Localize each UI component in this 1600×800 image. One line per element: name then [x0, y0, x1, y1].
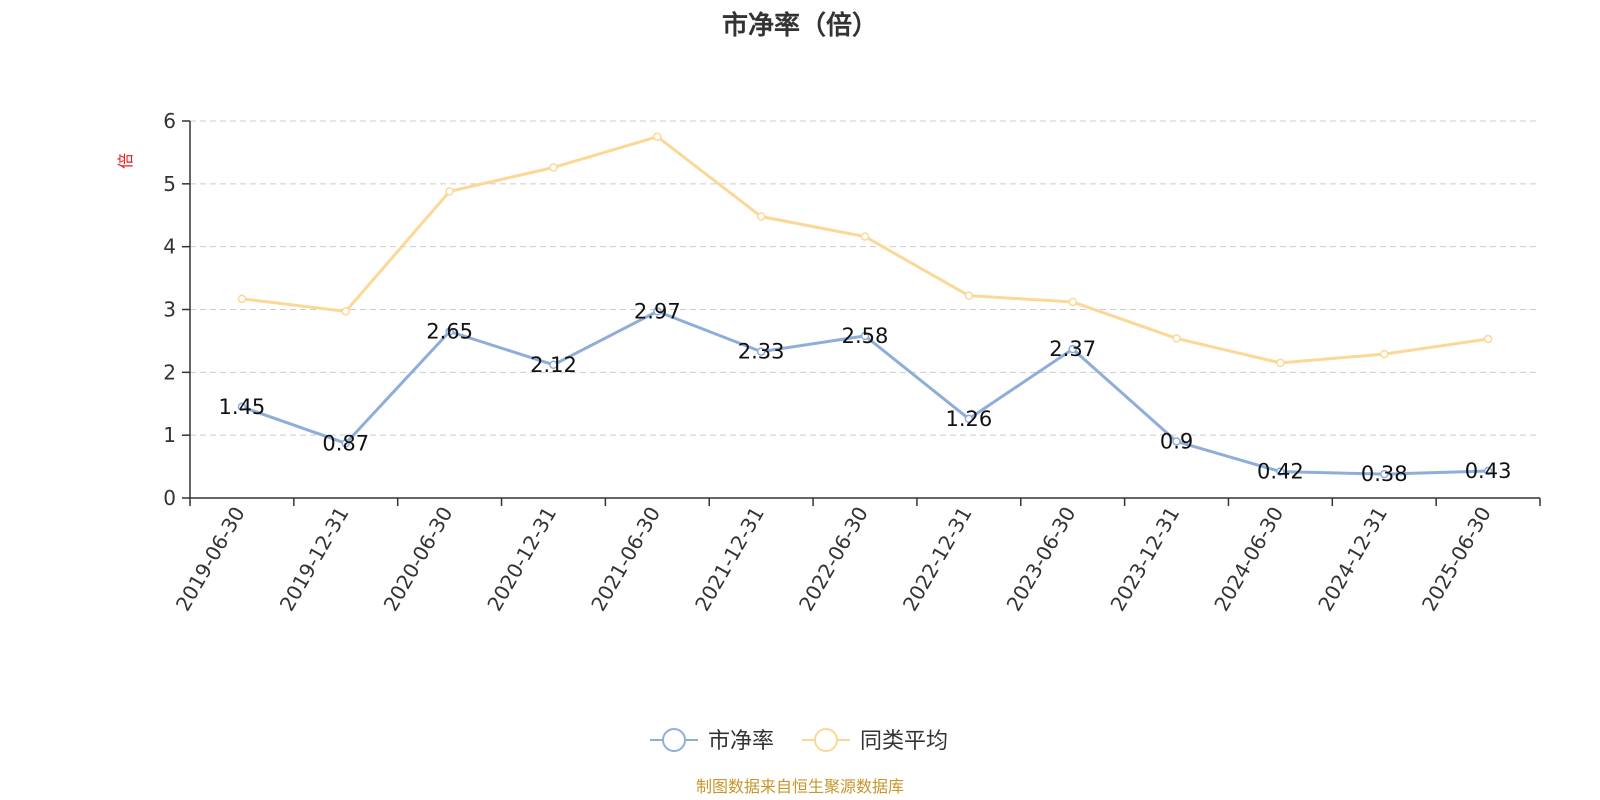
source-note: 制图数据来自恒生聚源数据库 — [696, 777, 904, 796]
legend-item-pb[interactable]: 市净率 — [650, 728, 774, 754]
y-axis-unit-label: 倍 — [116, 153, 135, 169]
x-tick-label: 2020-06-30 — [379, 502, 458, 615]
y-tick-label: 4 — [163, 235, 176, 259]
data-point-1[interactable] — [756, 212, 766, 221]
legend-label-peer-average: 同类平均 — [860, 729, 948, 754]
y-tick-label: 6 — [163, 109, 176, 133]
x-tick-label: 2020-12-31 — [482, 503, 561, 616]
data-point-0[interactable] — [1068, 344, 1077, 354]
x-tick-label: 2019-06-30 — [171, 503, 250, 616]
data-point-0[interactable] — [1483, 466, 1493, 476]
data-point-1[interactable] — [549, 163, 558, 172]
data-point-0[interactable] — [445, 327, 454, 336]
x-tick-label: 2023-06-30 — [1002, 503, 1081, 616]
data-point-1[interactable] — [1068, 297, 1077, 307]
data-label: 0.42 — [1257, 460, 1304, 484]
data-label: 1.45 — [219, 395, 266, 419]
series-layer — [237, 132, 1493, 479]
data-label: 2.65 — [426, 319, 473, 343]
data-point-0[interactable] — [1276, 467, 1285, 476]
y-tick-label: 2 — [163, 360, 176, 384]
data-labels: 1.45 0.87 2.65 2.12 2.97 2.33 2.58 1.26 2.37 0.9 0… — [219, 299, 1512, 486]
data-point-0[interactable] — [237, 402, 247, 412]
data-label: 2.37 — [1049, 337, 1096, 361]
data-point-1[interactable] — [445, 187, 454, 196]
y-tick-label: 3 — [163, 298, 176, 322]
y-tick-label: 0 — [163, 486, 176, 510]
data-label: 0.38 — [1361, 462, 1408, 486]
data-point-0[interactable] — [549, 360, 558, 370]
x-tick-label: 2019-12-31 — [275, 503, 354, 616]
data-point-0[interactable] — [860, 331, 870, 341]
x-tick-label: 2022-12-31 — [898, 503, 977, 616]
data-label: 0.9 — [1160, 429, 1193, 453]
y-tick-label: 1 — [163, 423, 176, 447]
x-tick-label: 2021-06-30 — [586, 503, 665, 616]
x-tick-label: 2021-12-31 — [690, 503, 769, 616]
data-point-1[interactable] — [1379, 349, 1389, 359]
data-label: 0.87 — [322, 431, 369, 455]
legend[interactable]: 市净率 同类平均 — [650, 728, 948, 754]
data-point-0[interactable] — [1379, 469, 1389, 479]
data-point-1[interactable] — [653, 132, 662, 141]
data-point-1[interactable] — [1172, 334, 1181, 343]
data-point-0[interactable] — [964, 414, 974, 424]
data-point-1[interactable] — [964, 291, 974, 300]
data-label: 1.26 — [945, 407, 992, 431]
x-tick-label: 2024-12-31 — [1313, 503, 1392, 616]
data-label: 2.58 — [842, 324, 889, 348]
data-point-0[interactable] — [756, 347, 766, 356]
data-point-0[interactable] — [653, 307, 662, 316]
legend-marker-pb — [662, 728, 686, 752]
chart-title: 市净率（倍） — [722, 10, 878, 41]
x-tick-label: 2023-12-31 — [1105, 503, 1184, 616]
grid-lines — [190, 120, 1540, 436]
data-label: 2.97 — [634, 299, 681, 323]
x-axis: 2019-06-30 2019-12-31 2020-06-30 2020-12-31… — [171, 497, 1541, 616]
data-point-1[interactable] — [1483, 334, 1493, 344]
legend-marker-peer-average — [814, 728, 838, 752]
x-tick-label: 2024-06-30 — [1209, 503, 1288, 616]
data-label: 2.33 — [738, 340, 785, 364]
data-label: 0.43 — [1465, 459, 1512, 483]
legend-label-pb: 市净率 — [708, 729, 774, 754]
data-label: 2.12 — [530, 353, 577, 377]
x-tick-label: 2022-06-30 — [794, 503, 873, 616]
y-tick-label: 5 — [163, 172, 176, 196]
data-point-1[interactable] — [860, 232, 870, 241]
data-point-1[interactable] — [237, 294, 247, 304]
y-axis: 0 1 2 3 4 5 6 — [163, 109, 191, 510]
data-point-0[interactable] — [1172, 437, 1181, 446]
data-point-1[interactable] — [1276, 358, 1285, 368]
data-point-0[interactable] — [341, 439, 351, 448]
data-point-1[interactable] — [341, 307, 351, 316]
legend-item-peer-average[interactable]: 同类平均 — [802, 728, 948, 754]
x-tick-label: 2025-06-30 — [1417, 503, 1496, 616]
